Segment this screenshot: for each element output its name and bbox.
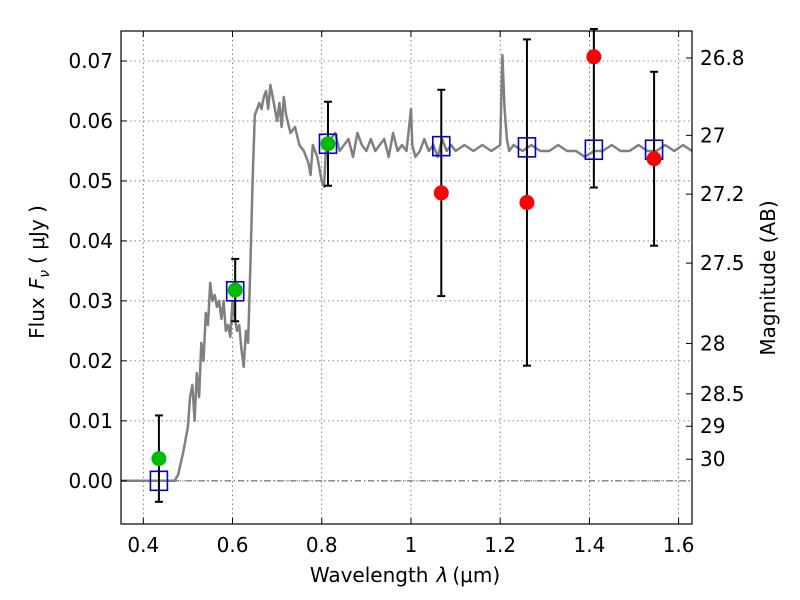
y-tick-label: 0.03 bbox=[68, 289, 113, 313]
y-tick-label: 0.00 bbox=[68, 469, 113, 493]
photometry-points bbox=[151, 49, 662, 467]
right-axis-label: Magnitude (AB) bbox=[756, 200, 780, 355]
right-tick-label: 28 bbox=[700, 331, 725, 355]
green-point bbox=[151, 451, 167, 467]
y-tick-labels: 0.00 0.01 0.02 0.03 0.04 0.05 0.06 0.07 bbox=[68, 49, 113, 493]
right-tick-label: 29 bbox=[700, 414, 725, 438]
y-tick-label: 0.06 bbox=[68, 109, 113, 133]
x-tick-label: 1.6 bbox=[663, 533, 695, 557]
x-tick-label: 0.6 bbox=[217, 533, 249, 557]
y-tick-label: 0.07 bbox=[68, 49, 113, 73]
right-tick-label: 27 bbox=[700, 123, 725, 147]
model-photometry-squares bbox=[149, 133, 664, 492]
red-point bbox=[433, 185, 449, 201]
y-tick-label: 0.01 bbox=[68, 409, 113, 433]
model-square-marker bbox=[149, 470, 169, 492]
green-point bbox=[227, 282, 243, 298]
red-point bbox=[646, 151, 662, 167]
green-point bbox=[320, 136, 336, 152]
y-axis-label: FluxFν( μJy ) bbox=[25, 205, 53, 339]
x-tick-label: 0.8 bbox=[306, 533, 338, 557]
y-tick-label: 0.04 bbox=[68, 229, 113, 253]
model-square-marker bbox=[584, 139, 604, 161]
right-tick-label: 28.5 bbox=[700, 382, 745, 406]
right-tick-label: 26.8 bbox=[700, 46, 745, 70]
grid bbox=[121, 31, 692, 524]
sed-model-line bbox=[121, 53, 693, 483]
right-tick-label: 30 bbox=[700, 447, 725, 471]
y-tick-label: 0.02 bbox=[68, 349, 113, 373]
model-square-marker bbox=[431, 135, 451, 157]
x-tick-label: 1.4 bbox=[573, 533, 605, 557]
x-tick-label: 0.4 bbox=[127, 533, 159, 557]
red-point bbox=[519, 195, 535, 211]
y-tick-label: 0.05 bbox=[68, 169, 113, 193]
right-tick-label: 27.5 bbox=[700, 251, 745, 275]
right-tick-labels: 26.8 27 27.2 27.5 28 28.5 29 30 bbox=[700, 46, 745, 471]
x-tick-label: 1.2 bbox=[484, 533, 516, 557]
x-axis-label: Wavelength λ (μm) bbox=[310, 563, 500, 587]
x-tick-label: 1 bbox=[405, 533, 418, 557]
error-bars bbox=[154, 28, 659, 503]
x-tick-labels: 0.4 0.6 0.8 1 1.2 1.4 1.6 bbox=[127, 533, 694, 557]
model-square-marker bbox=[225, 280, 245, 302]
axis-ticks bbox=[121, 31, 692, 524]
plot-frame bbox=[120, 30, 693, 525]
model-square-marker bbox=[318, 133, 338, 155]
right-tick-label: 27.2 bbox=[700, 182, 745, 206]
red-point bbox=[586, 49, 602, 65]
model-square-marker bbox=[517, 137, 537, 158]
